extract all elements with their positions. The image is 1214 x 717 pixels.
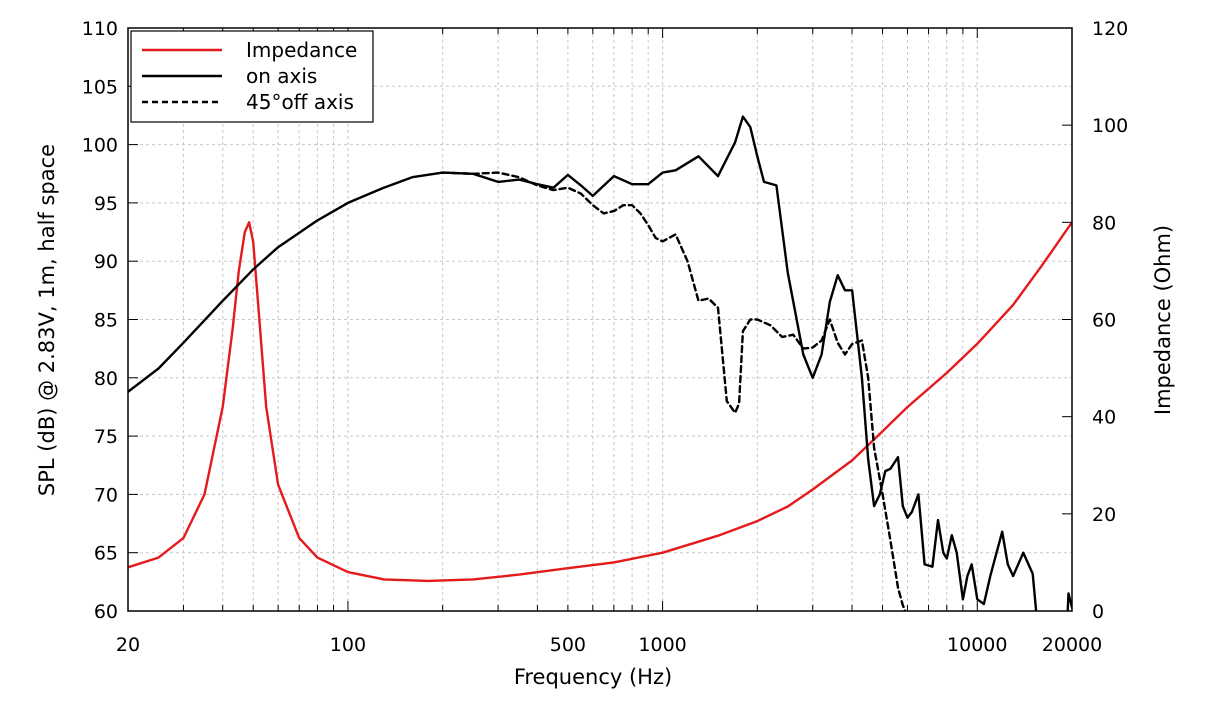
legend-label-impedance: Impedance xyxy=(246,38,357,62)
series-line-45-off-axis xyxy=(441,171,907,611)
left-axis-title: SPL (dB) @ 2.83V, 1m, half space xyxy=(35,144,59,496)
x-tick-label: 1000 xyxy=(638,634,686,656)
x-tick-label: 100 xyxy=(330,634,366,656)
y-tick-label-right: 120 xyxy=(1092,18,1128,40)
y-tick-label-left: 110 xyxy=(82,18,118,40)
y-tick-label-left: 95 xyxy=(94,193,118,215)
y-tick-label-left: 80 xyxy=(94,368,118,390)
y-tick-label-right: 100 xyxy=(1092,115,1128,137)
y-tick-label-left: 90 xyxy=(94,251,118,273)
y-tick-label-left: 60 xyxy=(94,601,118,623)
x-tick-label: 500 xyxy=(550,634,586,656)
y-tick-label-right: 40 xyxy=(1092,407,1116,429)
grid-lines xyxy=(128,28,1072,611)
legend-label-off-axis: 45°off axis xyxy=(246,90,354,114)
legend-label-on-axis: on axis xyxy=(246,64,317,88)
legend: Impedance on axis 45°off axis xyxy=(130,30,374,123)
y-tick-label-right: 20 xyxy=(1092,504,1116,526)
y-tick-label-left: 100 xyxy=(82,135,118,157)
series-line-impedance xyxy=(128,221,1072,583)
series-line-on-axis xyxy=(128,115,1072,611)
right-axis-title: Impedance (Ohm) xyxy=(1151,225,1175,415)
x-axis-title: Frequency (Hz) xyxy=(514,665,672,689)
y-tick-label-left: 85 xyxy=(94,310,118,332)
y-tick-label-right: 0 xyxy=(1092,601,1104,623)
series-lines xyxy=(128,115,1072,611)
y-tick-label-left: 105 xyxy=(82,76,118,98)
y-tick-label-left: 70 xyxy=(94,484,118,506)
y-tick-label-left: 65 xyxy=(94,543,118,565)
y-tick-label-right: 80 xyxy=(1092,212,1116,234)
axis-ticks: 20 100 500 1000 10000 20000606570758085909510… xyxy=(82,18,1129,656)
x-tick-label: 10000 xyxy=(947,634,1007,656)
x-tick-label: 20000 xyxy=(1042,634,1102,656)
x-tick-label: 20 xyxy=(116,634,140,656)
y-tick-label-right: 60 xyxy=(1092,310,1116,332)
y-tick-label-left: 75 xyxy=(94,426,118,448)
